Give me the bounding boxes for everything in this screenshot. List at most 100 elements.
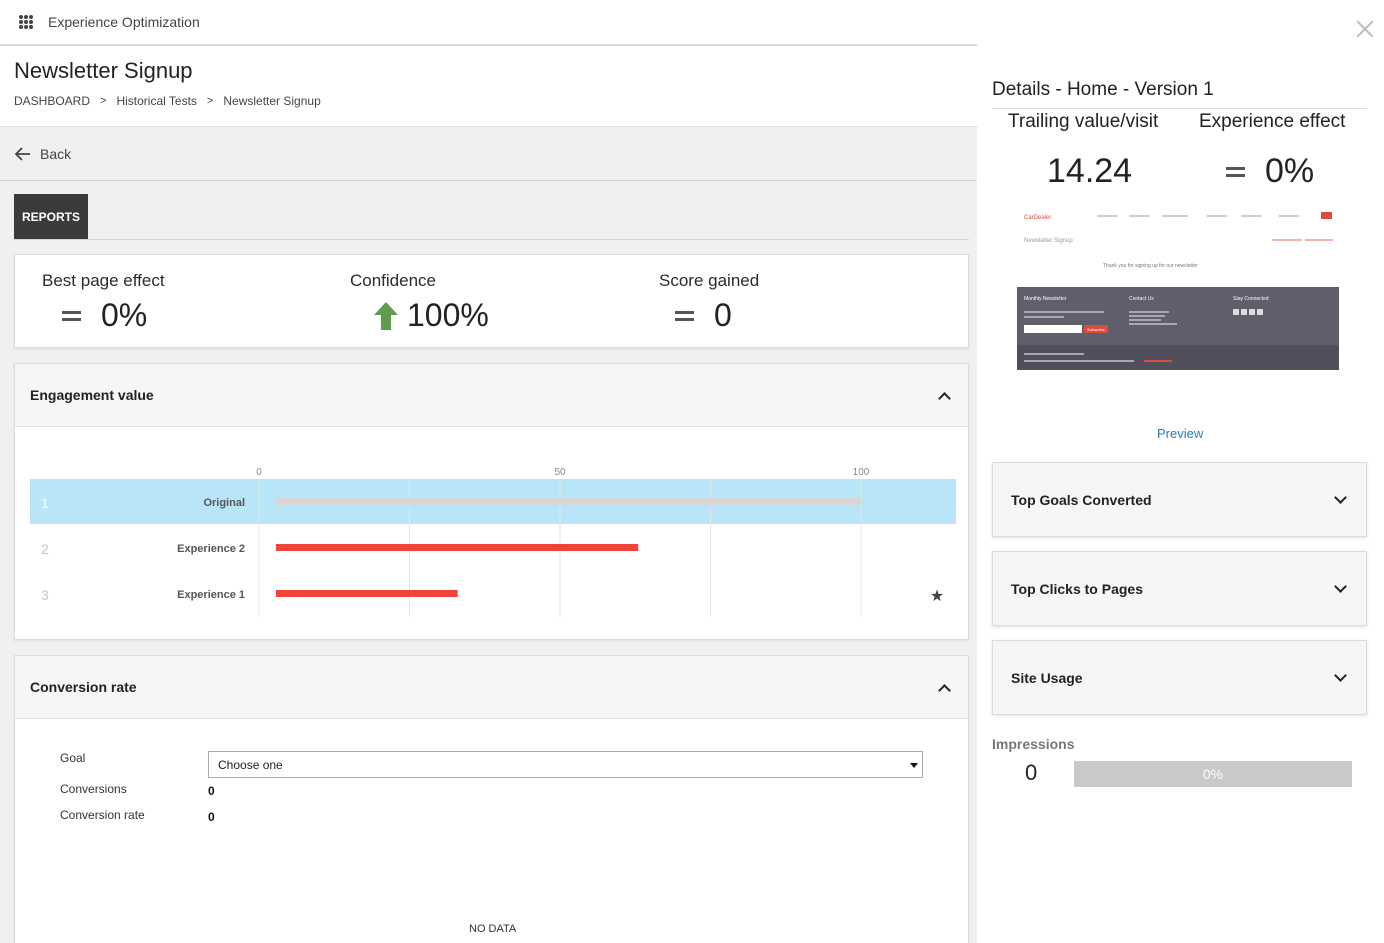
- back-label: Back: [40, 145, 72, 162]
- breadcrumb-historical-tests[interactable]: Historical Tests: [116, 94, 197, 108]
- main-panel: Experience Optimization Newsletter Signu…: [0, 0, 977, 943]
- divider: [992, 108, 1367, 109]
- tab-divider: [14, 239, 969, 240]
- conversions-label: Conversions: [60, 782, 127, 796]
- row-rank: 1: [41, 495, 49, 511]
- kpi-confidence: Confidence 100%: [350, 271, 489, 334]
- conversion-rate-value: 0: [208, 810, 215, 824]
- row-label: Experience 2: [177, 543, 245, 555]
- chevron-up-icon[interactable]: [938, 391, 951, 405]
- x-tick-label: 100: [853, 467, 870, 478]
- conversion-panel: Conversion rate Goal Choose one Conversi…: [14, 655, 969, 943]
- thumb-breadcrumb: [1272, 239, 1302, 241]
- accordion-top-clicks[interactable]: Top Clicks to Pages: [992, 551, 1367, 626]
- thumb-footer-col: Stay Connected: [1233, 296, 1269, 302]
- thumb-message: Thank you for signing up for our newslet…: [1103, 263, 1198, 269]
- tab-bar: REPORTS: [14, 194, 88, 239]
- goal-select-value: Choose one: [218, 757, 283, 772]
- row-rank: 3: [41, 587, 49, 603]
- app-name: Experience Optimization: [48, 14, 200, 30]
- kpi-best-page-effect: Best page effect 0%: [42, 271, 165, 334]
- panel-title: Engagement value: [30, 387, 154, 403]
- tab-reports[interactable]: REPORTS: [14, 194, 88, 239]
- caret-down-icon: [910, 763, 918, 768]
- panel-title: Conversion rate: [30, 679, 137, 695]
- equal-icon: [1226, 166, 1245, 177]
- engagement-panel: Engagement value 0 50 100 1 Original 2 Experie…: [14, 363, 969, 640]
- accordion-site-usage[interactable]: Site Usage: [992, 640, 1367, 715]
- x-tick-label: 0: [256, 467, 262, 478]
- page-thumbnail: CarDealer Newsletter Signup Thank you fo…: [1017, 205, 1339, 370]
- thumb-subscribe-label: Subscribe: [1087, 327, 1106, 332]
- details-panel: Details - Home - Version 1 Trailing valu…: [977, 0, 1384, 943]
- breadcrumb-current: Newsletter Signup: [223, 94, 321, 108]
- row-label: Experience 1: [177, 589, 245, 601]
- thumb-footer-col: Contact Us: [1129, 296, 1154, 302]
- thumb-footer-link: [1144, 360, 1172, 362]
- thumb-brand: CarDealer: [1024, 215, 1051, 221]
- thumb-breadcrumb: [1305, 239, 1333, 241]
- chevron-up-icon[interactable]: [938, 683, 951, 697]
- experience-effect-value: 0%: [1226, 152, 1314, 191]
- trailing-value-label: Trailing value/visit: [1008, 111, 1159, 132]
- impressions-label: Impressions: [992, 736, 1075, 752]
- back-bar: Back: [0, 127, 977, 181]
- kpi-value: 0: [714, 297, 732, 333]
- engagement-panel-header[interactable]: Engagement value: [15, 364, 968, 427]
- row-rank: 2: [41, 541, 49, 557]
- thumb-heading: Newsletter Signup: [1024, 238, 1073, 244]
- chevron-down-icon: [1334, 669, 1347, 682]
- thumb-footer: [1017, 287, 1339, 345]
- accordion-title: Site Usage: [1011, 669, 1083, 686]
- arrow-left-icon: [15, 146, 30, 161]
- kpi-value: 100%: [407, 297, 489, 333]
- goal-label: Goal: [60, 751, 86, 765]
- conversion-rate-label: Conversion rate: [60, 808, 145, 822]
- impressions-progress-bar: 0%: [1074, 761, 1352, 787]
- conversions-value: 0: [208, 784, 215, 798]
- experience-effect-label: Experience effect: [1199, 111, 1346, 132]
- bar: [276, 590, 458, 597]
- details-title: Details - Home - Version 1: [992, 79, 1214, 100]
- impressions-value: 0: [1025, 760, 1038, 785]
- equal-icon: [675, 310, 694, 321]
- thumb-footer-lines: [1024, 311, 1177, 362]
- accordion-top-goals[interactable]: Top Goals Converted: [992, 462, 1367, 537]
- thumb-footer-bottom: [1017, 345, 1339, 370]
- kpi-label: Score gained: [659, 271, 760, 290]
- kpi-value: 0%: [101, 297, 148, 333]
- kpi-label: Best page effect: [42, 271, 165, 290]
- up-arrow-icon: [374, 301, 398, 330]
- page-header: Newsletter Signup DASHBOARD > Historical…: [0, 46, 977, 127]
- app-launcher-icon[interactable]: [19, 15, 33, 29]
- conversion-panel-header[interactable]: Conversion rate: [15, 656, 968, 719]
- engagement-chart: 0 50 100 1 Original 2 Experience 2 3 Experience …: [30, 467, 956, 617]
- kpi-score-gained: Score gained 0: [659, 271, 759, 334]
- breadcrumb: DASHBOARD > Historical Tests > Newslette…: [14, 94, 321, 108]
- breadcrumb-dashboard[interactable]: DASHBOARD: [14, 94, 91, 108]
- thumb-nav-button: [1321, 212, 1332, 219]
- app-bar: Experience Optimization: [0, 0, 977, 46]
- chevron-right-icon: >: [100, 95, 107, 107]
- thumb-social-icons: [1233, 309, 1263, 315]
- thumb-footer-col: Monthly Newsletter: [1024, 296, 1067, 302]
- trailing-value: 14.24: [1047, 152, 1133, 190]
- page-title: Newsletter Signup: [14, 58, 193, 83]
- thumb-subscribe-button: [1084, 325, 1108, 333]
- no-data-label: NO DATA: [469, 923, 517, 935]
- chevron-down-icon: [1334, 580, 1347, 593]
- thumb-email-input: [1024, 325, 1082, 333]
- equal-icon: [62, 310, 81, 321]
- bar: [276, 498, 861, 505]
- accordion-title: Top Goals Converted: [1011, 491, 1152, 508]
- experience-effect-number: 0%: [1265, 152, 1315, 190]
- close-icon[interactable]: [1356, 20, 1374, 38]
- accordion-title: Top Clicks to Pages: [1011, 580, 1143, 597]
- back-button[interactable]: Back: [15, 146, 71, 162]
- star-icon: ★: [930, 586, 944, 605]
- preview-link[interactable]: Preview: [1157, 426, 1204, 441]
- kpi-card: Best page effect 0% Confidence 100% Scor…: [14, 254, 969, 348]
- impressions-percent: 0%: [1202, 766, 1224, 782]
- goal-select[interactable]: Choose one: [208, 751, 923, 778]
- row-label: Original: [203, 497, 245, 509]
